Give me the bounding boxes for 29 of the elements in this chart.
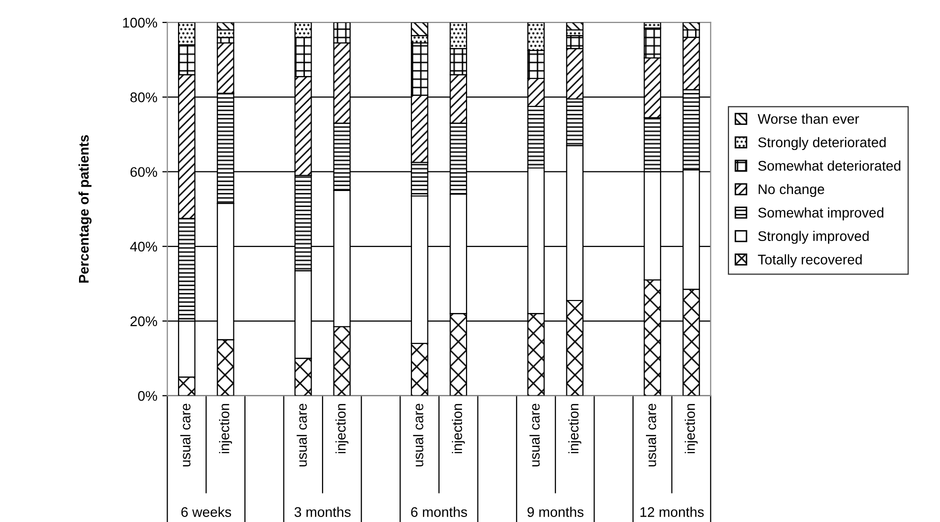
y-tick-label: 0%	[138, 391, 158, 401]
legend-label: Totally recovered	[758, 254, 862, 268]
text: 6 weeks	[181, 506, 232, 517]
legend-label: Worse than ever	[758, 114, 860, 124]
y-axis-title: Percentage of patients	[78, 135, 92, 283]
y-tick-label: 60%	[130, 167, 158, 177]
x-tick-label: injection	[568, 404, 582, 454]
x-tick-label: usual care	[180, 404, 190, 466]
y-tick-label: 80%	[130, 92, 158, 102]
x-tick-label: usual care	[296, 404, 307, 466]
x-tick-label: injection	[684, 404, 698, 454]
legend-label: Strongly improved	[758, 230, 869, 244]
x-tick-label: usual care	[530, 404, 540, 466]
y-tick-label: 100%	[123, 18, 158, 28]
legend-label: Strongly deteriorated	[758, 137, 886, 150]
legend-label: Somewhat deteriorated	[758, 160, 900, 171]
y-tick-label: 20%	[130, 316, 158, 326]
y-tick-label: 40%	[130, 242, 158, 252]
x-tick-label: injection	[452, 404, 465, 454]
text: 3 months	[294, 506, 351, 517]
text: 12 months	[640, 506, 704, 517]
x-tick-label: injection	[335, 404, 348, 454]
text: 6 months	[411, 506, 468, 517]
x-tick-label: usual care	[413, 404, 424, 466]
legend-label: Somewhat improved	[758, 207, 884, 220]
text: 9 months	[527, 506, 584, 517]
x-tick-label: injection	[219, 404, 232, 454]
x-tick-label: usual care	[646, 404, 656, 466]
legend-label: No change	[758, 184, 824, 197]
